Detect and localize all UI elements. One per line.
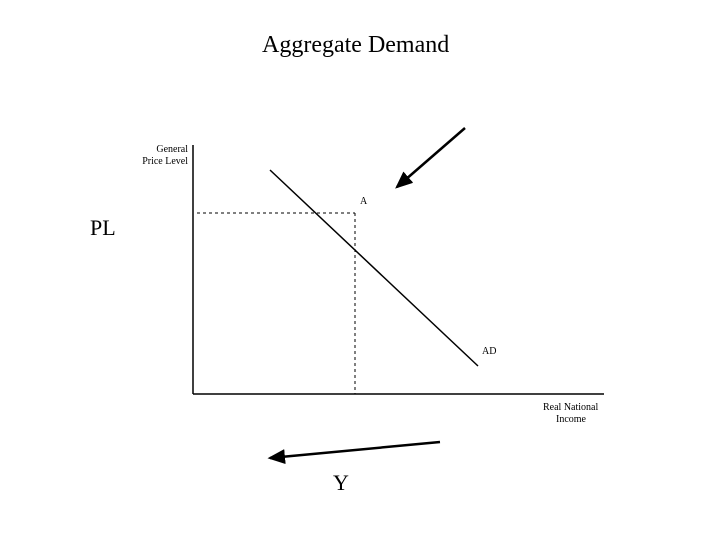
diagram-stage: Aggregate Demand General Price Level Rea…	[0, 0, 720, 540]
diagram-svg	[0, 0, 720, 540]
ad-curve	[270, 170, 478, 366]
arrow-bottom	[270, 442, 440, 458]
arrow-top	[397, 128, 465, 187]
